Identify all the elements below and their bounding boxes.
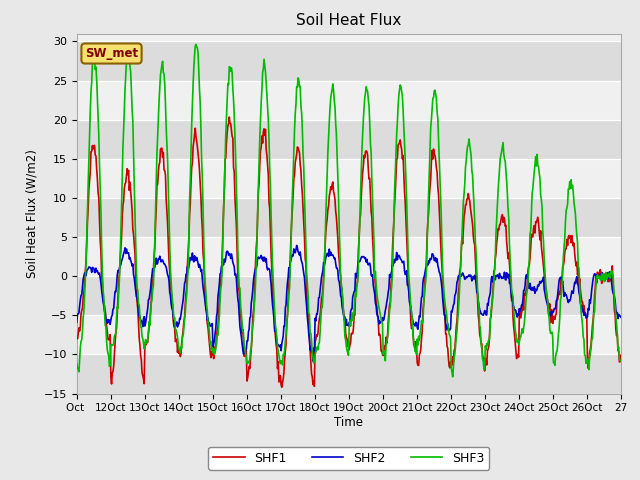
SHF1 <box>225 114 233 120</box>
Bar <box>77 354 621 394</box>
SHF1 <box>237 320 245 325</box>
SHF3 <box>449 374 456 380</box>
SHF2 <box>406 301 414 307</box>
SHF3 <box>436 175 444 180</box>
SHF3 <box>264 117 272 123</box>
Bar <box>77 276 621 315</box>
SHF2 <box>264 267 271 273</box>
SHF2 <box>437 275 445 280</box>
SHF1 <box>137 353 145 359</box>
SHF3 <box>73 361 81 367</box>
SHF1 <box>617 352 625 358</box>
SHF3 <box>137 324 145 330</box>
Line: SHF3: SHF3 <box>77 45 621 377</box>
SHF2 <box>73 320 81 325</box>
Line: SHF2: SHF2 <box>77 245 621 361</box>
SHF3 <box>285 291 292 297</box>
X-axis label: Time: Time <box>334 416 364 429</box>
SHF1 <box>437 240 445 246</box>
SHF2 <box>284 274 292 280</box>
SHF1 <box>406 302 414 308</box>
Y-axis label: Soil Heat Flux (W/m2): Soil Heat Flux (W/m2) <box>25 149 38 278</box>
SHF2 <box>137 319 145 324</box>
SHF2 <box>293 242 301 248</box>
SHF2 <box>237 329 244 335</box>
SHF2 <box>309 358 317 364</box>
SHF3 <box>192 42 200 48</box>
SHF3 <box>617 358 625 364</box>
Legend: SHF1, SHF2, SHF3: SHF1, SHF2, SHF3 <box>209 447 489 469</box>
Line: SHF1: SHF1 <box>77 117 621 387</box>
SHF3 <box>237 311 245 317</box>
SHF1 <box>264 172 272 178</box>
Title: Soil Heat Flux: Soil Heat Flux <box>296 13 401 28</box>
Bar <box>77 120 621 159</box>
Bar <box>77 198 621 237</box>
Bar <box>77 41 621 81</box>
SHF3 <box>406 281 413 287</box>
SHF1 <box>278 384 285 390</box>
SHF1 <box>73 334 81 340</box>
SHF2 <box>617 314 625 320</box>
SHF1 <box>285 272 293 278</box>
Text: SW_met: SW_met <box>85 47 138 60</box>
